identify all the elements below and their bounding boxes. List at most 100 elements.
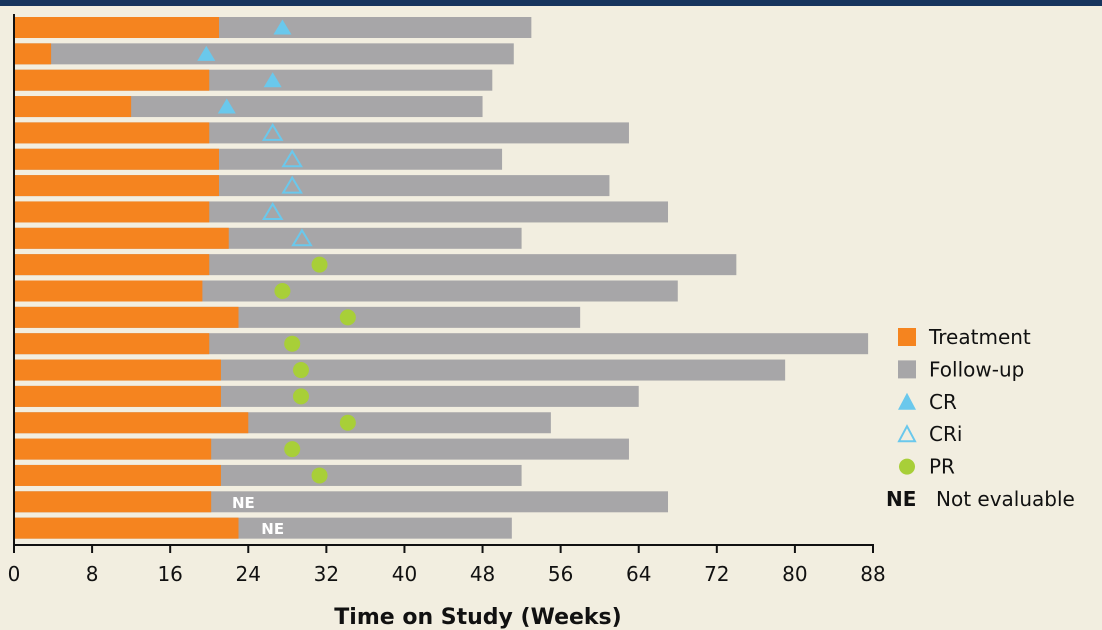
legend-label-cri: CRi: [929, 422, 962, 446]
patient-row: [14, 412, 551, 434]
pr-circle-marker: [292, 362, 309, 379]
patient-row: [14, 306, 581, 328]
treatment-bar: [14, 175, 219, 197]
x-tick-label: 24: [236, 562, 261, 586]
pr-circle-marker: [284, 335, 301, 352]
pr-circle-marker: [311, 467, 328, 484]
patient-row: [14, 17, 532, 38]
ne-label: NE: [232, 494, 255, 512]
treatment-bar: [14, 491, 212, 513]
treatment-bar: [14, 69, 210, 91]
x-axis-title: Time on Study (Weeks): [334, 605, 621, 630]
x-tick-label: 56: [548, 562, 573, 586]
patient-row: [14, 280, 678, 302]
cri-triangle-marker: [281, 149, 303, 168]
treatment-bar: [14, 412, 249, 434]
patient-row: [14, 385, 639, 407]
treatment-bar: [14, 17, 219, 38]
legend-item-pr: PR: [899, 455, 955, 479]
patient-row: [14, 43, 514, 65]
cr-triangle-marker: [263, 72, 282, 88]
legend-item-ne: NE Not evaluable: [886, 487, 1075, 511]
patient-row: [14, 96, 483, 118]
legend-swatch-followup: [898, 360, 916, 379]
legend-item-followup: Follow-up: [898, 357, 1024, 381]
x-tick-label: 88: [860, 562, 885, 586]
ne-label: NE: [261, 520, 284, 538]
treatment-bar: [14, 438, 212, 460]
followup-bar: [14, 333, 869, 355]
pr-circle-marker: [274, 283, 291, 299]
treatment-bar: [14, 43, 52, 65]
patient-row: [14, 201, 669, 223]
treatment-bar: [14, 517, 239, 539]
treatment-bar: [14, 201, 210, 223]
top-banner: [0, 0, 1102, 6]
cri-triangle-marker: [261, 122, 284, 141]
treatment-bar: [14, 148, 219, 170]
cri-triangle-marker: [291, 228, 313, 247]
x-tick-label: 64: [626, 562, 651, 586]
treatment-bar: [14, 254, 210, 276]
patient-row: [14, 359, 786, 381]
x-tick-label: 40: [392, 562, 417, 586]
pr-circle-marker: [292, 388, 309, 405]
legend-swatch-treatment: [898, 328, 916, 346]
treatment-bar: [14, 96, 132, 118]
legend-cr-triangle-icon: [898, 392, 916, 410]
patient-row: [14, 175, 610, 197]
patient-row: [14, 491, 669, 513]
cr-triangle-marker: [197, 45, 216, 61]
patient-row: [14, 122, 629, 144]
cri-triangle-marker: [281, 175, 303, 194]
x-tick-label: 32: [314, 562, 339, 586]
pr-circle-marker: [311, 256, 328, 273]
cr-triangle-marker: [217, 98, 236, 114]
treatment-bar: [14, 359, 221, 381]
x-tick-label: 0: [8, 562, 21, 586]
treatment-bar: [14, 333, 210, 355]
patient-row: [14, 333, 869, 355]
legend-label-ne: Not evaluable: [936, 487, 1075, 511]
patient-row: [14, 464, 522, 486]
legend-label-followup: Follow-up: [929, 357, 1024, 381]
patient-row: [14, 69, 493, 91]
response-markers: NE NE: [197, 19, 356, 538]
treatment-bar: [14, 464, 221, 486]
legend-item-cri: CRi: [897, 422, 962, 446]
patient-row: [14, 438, 629, 460]
x-axis: 0 8 16 24 32 40 48 56 64 72 80 88: [8, 14, 886, 586]
x-tick-label: 80: [782, 562, 807, 586]
x-tick-label: 48: [470, 562, 495, 586]
x-tick-label: 8: [86, 562, 99, 586]
patient-row: [14, 227, 522, 249]
legend: Treatment Follow-up CR CRi PR NE Not evaluable: [886, 325, 1075, 511]
patient-row: [14, 517, 512, 539]
treatment-bar: [14, 280, 203, 302]
cr-triangle-marker: [273, 19, 292, 35]
patient-row: [14, 254, 737, 276]
legend-ne-symbol: NE: [886, 487, 916, 511]
legend-cri-triangle-icon: [897, 424, 917, 443]
legend-pr-circle-icon: [899, 458, 915, 475]
legend-label-pr: PR: [929, 455, 955, 479]
legend-item-cr: CR: [898, 390, 957, 414]
treatment-bar: [14, 122, 210, 144]
treatment-bar: [14, 306, 239, 328]
legend-item-treatment: Treatment: [898, 325, 1031, 349]
cri-triangle-marker: [261, 202, 284, 220]
x-tick-label: 16: [157, 562, 182, 586]
pr-circle-marker: [339, 414, 356, 431]
legend-label-treatment: Treatment: [928, 325, 1031, 349]
x-tick-label: 72: [704, 562, 729, 586]
treatment-bar: [14, 385, 221, 407]
patient-row: [14, 148, 503, 170]
pr-circle-marker: [284, 441, 301, 458]
legend-label-cr: CR: [929, 390, 957, 414]
followup-bar: [14, 43, 514, 65]
patient-bars: [14, 17, 869, 539]
pr-circle-marker: [339, 309, 356, 326]
treatment-bar: [14, 227, 229, 249]
